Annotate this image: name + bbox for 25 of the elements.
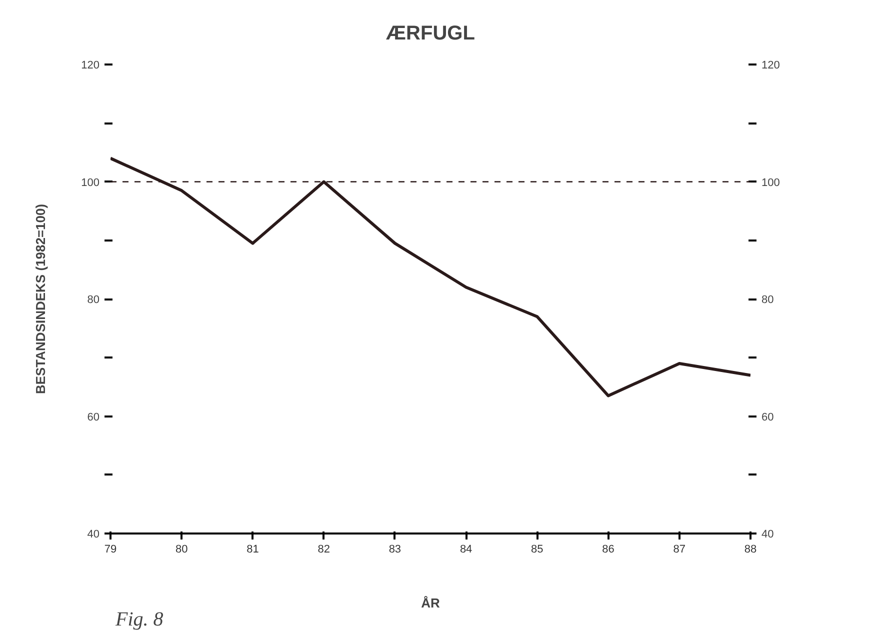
y-tick-label: 100 [81,176,100,189]
x-axis-title: ÅR [421,596,440,610]
x-tick-label: 87 [673,544,686,556]
y2-tick-label: 40 [762,528,774,540]
x-tick-label: 82 [318,544,330,556]
y-tick-label: 40 [87,528,100,540]
x-tick-label: 84 [460,544,472,556]
x-tick-label: 88 [744,544,757,556]
caption: Fig. 8 [114,608,164,630]
x-tick-label: 79 [104,544,117,556]
y2-tick-label: 60 [762,411,774,424]
y-tick-label: 80 [87,294,100,306]
y-tick-label: 60 [87,411,100,424]
y2-tick-label: 120 [762,60,780,72]
y2-tick-label: 100 [762,176,780,189]
line-series [110,156,750,398]
y-tick-label: 120 [81,60,100,72]
x-tick-label: 86 [602,544,614,556]
x-tick-label: 80 [175,544,188,556]
x-tick-label: 85 [531,544,544,556]
chart-title: ÆRFUGL [386,22,475,44]
y-axis-title: BESTANDSINDEKS (1982=100) [33,204,48,394]
y2-tick-label: 80 [762,294,774,306]
x-tick-label: 83 [388,544,402,556]
x-tick-label: 81 [246,544,259,556]
